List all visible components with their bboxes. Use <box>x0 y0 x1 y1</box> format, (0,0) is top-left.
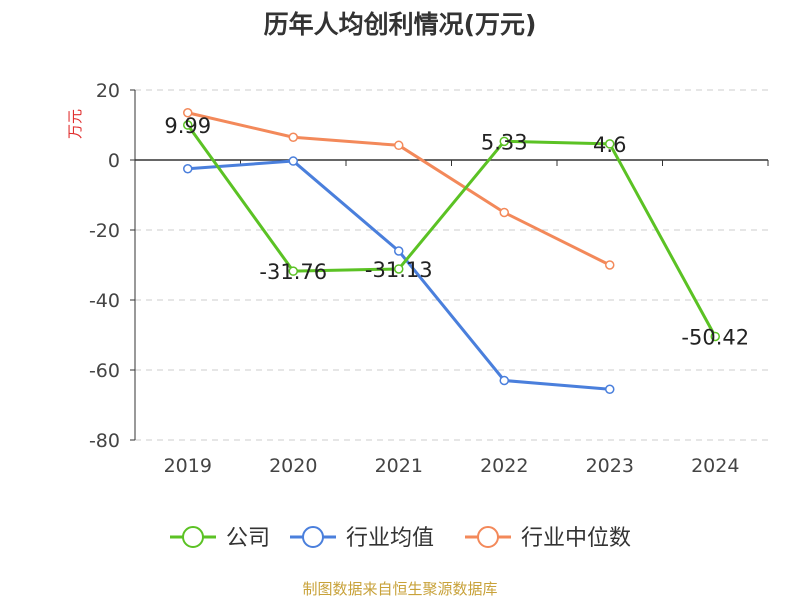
data-point-0 <box>183 120 193 130</box>
source-footer: 制图数据来自恒生聚源数据库 <box>302 580 497 598</box>
x-tick-label: 2020 <box>269 455 317 477</box>
x-tick-label: 2024 <box>691 455 739 477</box>
chart-title: 历年人均创利情况(万元) <box>264 10 537 39</box>
data-point-0 <box>605 139 615 149</box>
x-tick-label: 2021 <box>375 455 423 477</box>
data-point-1 <box>499 375 509 386</box>
x-tick-label: 2023 <box>586 455 634 477</box>
data-point-1 <box>605 384 615 394</box>
axes: 20 0 -20 -40 -60 -80 2019 2020 2021 2022 2023 2024 <box>89 80 769 477</box>
data-point-2 <box>605 260 615 270</box>
data-labels: 9.99 -31.76 -31.13 5.33 4.6 -50.42 <box>164 114 749 349</box>
x-tick-label: 2022 <box>480 455 528 477</box>
legend-swatch-marker <box>182 526 204 548</box>
series-line-2 <box>187 111 611 267</box>
y-axis-label: 万元 <box>66 109 84 139</box>
data-label: 5.33 <box>481 130 528 154</box>
legend-swatch-marker <box>302 526 324 548</box>
data-point-0 <box>710 331 720 342</box>
series-line-0 <box>186 124 717 338</box>
data-label: 4.6 <box>593 133 626 157</box>
data-point-1 <box>394 246 404 256</box>
data-label: -31.76 <box>259 260 327 284</box>
y-tick-label: -40 <box>89 290 120 312</box>
y-tick-label: 20 <box>96 80 120 102</box>
data-point-0 <box>288 266 298 276</box>
data-point-2 <box>499 207 509 218</box>
data-point-0 <box>499 136 509 147</box>
y-tick-label: 0 <box>108 150 120 172</box>
data-point-0 <box>394 264 404 274</box>
legend-label: 公司 <box>226 526 270 551</box>
data-label: -31.13 <box>365 258 433 282</box>
legend-label: 行业均值 <box>346 526 434 551</box>
legend-label: 行业中位数 <box>521 526 631 551</box>
data-label: 9.99 <box>164 114 211 138</box>
y-tick-label: -20 <box>89 220 120 242</box>
data-point-2 <box>183 108 193 118</box>
grid <box>135 89 768 441</box>
legend: 公司 行业均值 行业中位数 <box>170 526 631 551</box>
legend-swatch-marker <box>477 526 499 548</box>
series-layer <box>183 108 720 394</box>
data-label: -50.42 <box>681 325 749 349</box>
x-tick-label: 2019 <box>164 455 212 477</box>
data-point-1 <box>183 164 193 174</box>
data-point-1 <box>288 156 298 166</box>
y-tick-label: -60 <box>89 360 120 382</box>
data-point-2 <box>288 132 298 142</box>
y-tick-label: -80 <box>89 430 120 452</box>
data-point-2 <box>394 140 404 151</box>
